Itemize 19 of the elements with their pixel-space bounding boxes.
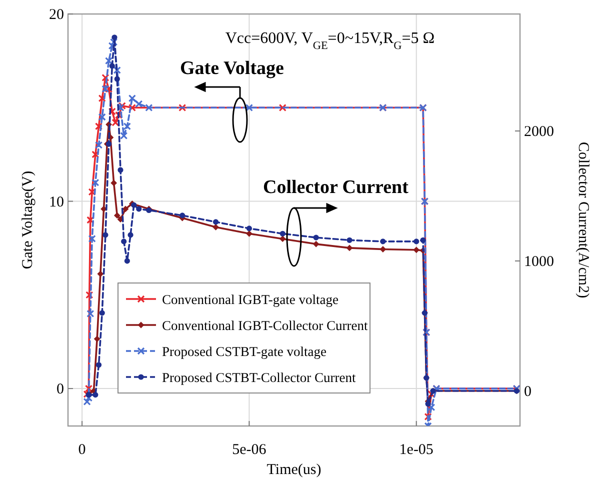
legend-label: Proposed CSTBT-gate voltage (162, 344, 326, 359)
y-tick-label: 20 (49, 7, 64, 23)
y2-tick-label: 0 (524, 384, 532, 400)
x-axis-title: Time(us) (266, 462, 322, 478)
legend-label: Proposed CSTBT-Collector Current (162, 370, 356, 385)
legend-label: Conventional IGBT-gate voltage (162, 292, 338, 307)
y-axis-title: Gate Voltage(V) (20, 170, 36, 270)
annotation: Gate Voltage (180, 58, 284, 79)
y2-tick-label: 2000 (524, 124, 554, 140)
y2-tick-label: 1000 (524, 254, 554, 270)
y2-axis-title: Collector Current(A/cm2) (575, 142, 591, 298)
y-tick-label: 10 (49, 194, 64, 210)
x-tick-label: 1e-05 (399, 442, 434, 458)
annotation: Collector Current (263, 177, 410, 198)
x-tick-label: 5e-06 (232, 442, 267, 458)
legend-label: Conventional IGBT-Collector Current (162, 318, 368, 333)
text: Vcc=600V, V$_{GE}$=0~15V,R$_{G}$=5 Ω (225, 30, 435, 52)
y-tick-label: 0 (56, 382, 64, 398)
x-tick-label: 0 (78, 442, 86, 458)
